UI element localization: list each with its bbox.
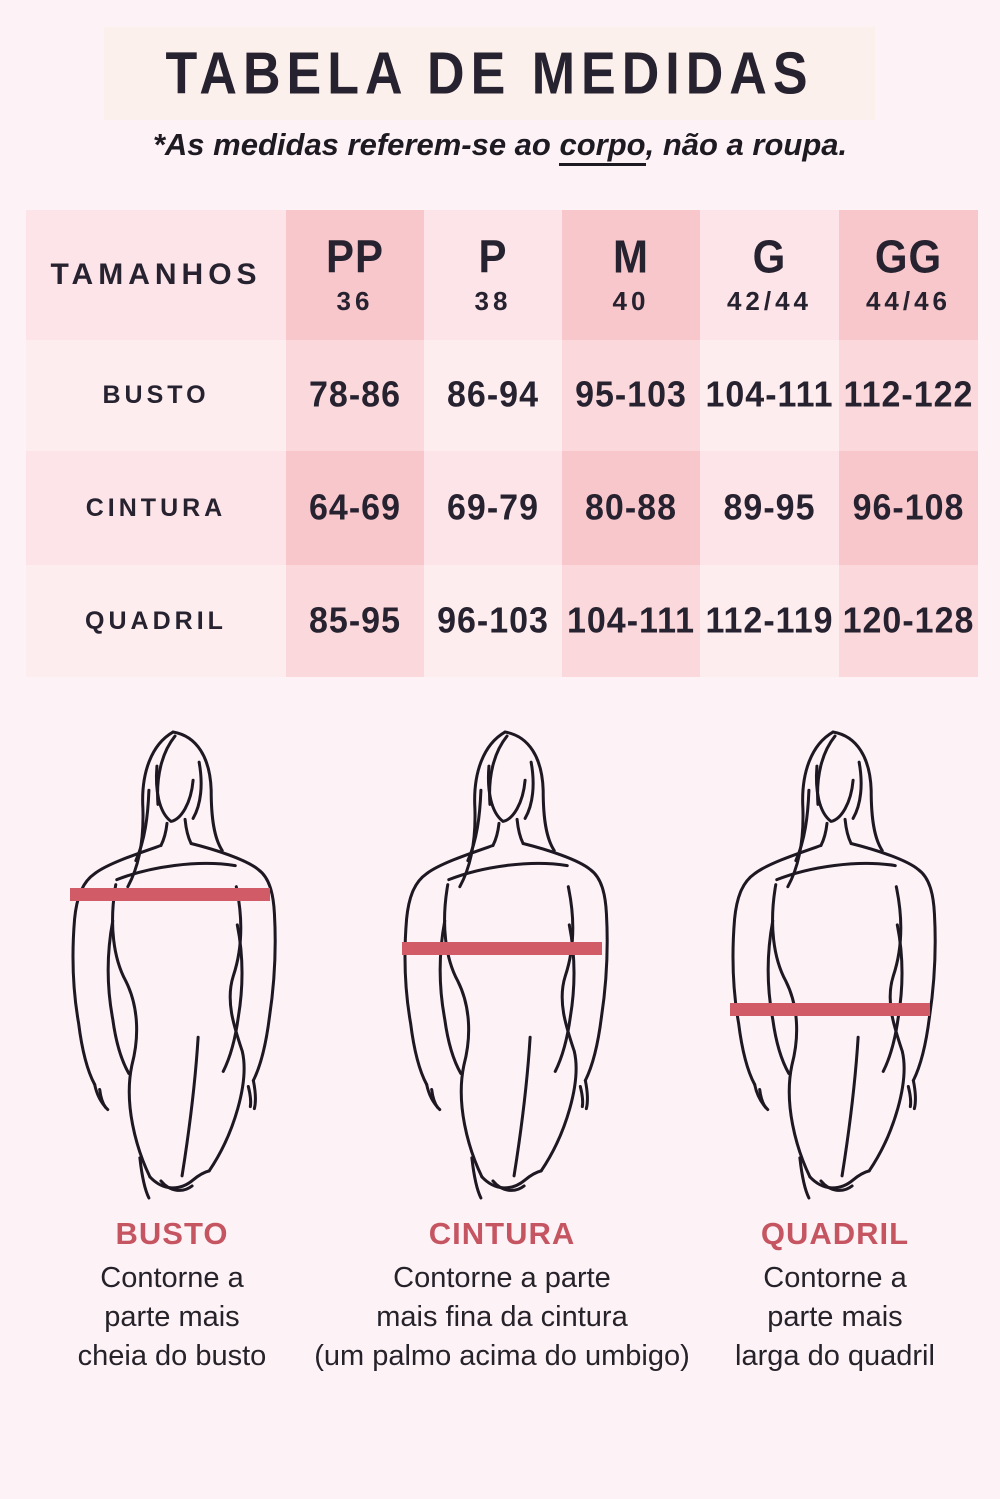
caption-cintura: CINTURA Contorne a parte mais fina da cint… xyxy=(295,1216,709,1376)
caption-line: Contorne a xyxy=(763,1262,907,1294)
size-value-cell-cintura-pp: 64-69 xyxy=(286,451,424,565)
size-number: 44/46 xyxy=(865,286,952,316)
measure-row-label-busto: BUSTO xyxy=(26,340,286,451)
size-range-value: 96-108 xyxy=(852,487,965,528)
woman-illustration xyxy=(48,726,292,1200)
size-number: 40 xyxy=(612,286,650,316)
size-col-header-p: P 38 xyxy=(424,210,562,340)
size-number: 36 xyxy=(336,286,374,316)
size-name: GG xyxy=(874,230,943,283)
size-number: 42/44 xyxy=(726,286,813,316)
size-range-value: 80-88 xyxy=(585,487,677,528)
size-value-cell-cintura-g: 89-95 xyxy=(700,451,839,565)
size-range-value: 120-128 xyxy=(842,600,975,641)
caption-line: mais fina da cintura xyxy=(376,1301,628,1333)
size-col-header-m: M 40 xyxy=(562,210,700,340)
size-range-value: 86-94 xyxy=(447,374,539,416)
size-range-value: 89-95 xyxy=(723,487,816,528)
caption-line: parte mais xyxy=(104,1301,240,1333)
size-value-cell-quadril-pp: 85-95 xyxy=(286,565,424,677)
note-prefix: *As medidas referem-se ao xyxy=(152,127,560,162)
size-range-value: 95-103 xyxy=(575,374,687,416)
size-range-value: 64-69 xyxy=(309,487,401,528)
size-number: 38 xyxy=(474,286,512,316)
caption-quadril: QUADRIL Contorne a parte mais larga do quad… xyxy=(682,1216,988,1376)
size-range-value: 112-119 xyxy=(705,600,834,641)
size-range-value: 104-111 xyxy=(705,374,834,416)
corner-label: TAMANHOS xyxy=(50,258,262,291)
size-col-header-gg: GG 44/46 xyxy=(839,210,978,340)
page-title: TABELA DE MEDIDAS xyxy=(165,40,814,107)
caption-line: parte mais xyxy=(767,1301,903,1333)
caption-line: larga do quadril xyxy=(735,1340,935,1372)
size-value-cell-busto-g: 104-111 xyxy=(700,340,839,451)
size-value-cell-busto-m: 95-103 xyxy=(562,340,700,451)
caption-title: CINTURA xyxy=(428,1216,576,1251)
size-value-cell-cintura-p: 69-79 xyxy=(424,451,562,565)
corner-header-cell: TAMANHOS xyxy=(26,210,286,340)
caption-title: BUSTO xyxy=(115,1216,229,1251)
caption-line: (um palmo acima do umbigo) xyxy=(314,1340,690,1372)
note-suffix: , não a roupa. xyxy=(645,127,848,162)
waist-measure-bar xyxy=(402,942,602,955)
figure-busto xyxy=(48,726,292,1200)
woman-illustration xyxy=(708,726,952,1200)
size-name: P xyxy=(478,230,508,283)
size-range-value: 104-111 xyxy=(566,600,696,641)
caption-line: cheia do busto xyxy=(77,1340,267,1372)
size-value-cell-busto-pp: 78-86 xyxy=(286,340,424,451)
measure-row-label-cintura: CINTURA xyxy=(26,451,286,565)
size-value-cell-quadril-gg: 120-128 xyxy=(839,565,978,677)
figure-cintura xyxy=(380,726,624,1200)
size-table: TAMANHOS PP 36 P 38 M 40 G 42/44 GG 44/46 BUSTO 78-8… xyxy=(26,210,978,677)
size-value-cell-busto-p: 86-94 xyxy=(424,340,562,451)
size-value-cell-quadril-g: 112-119 xyxy=(700,565,839,677)
size-name: PP xyxy=(325,230,385,283)
size-value-cell-quadril-p: 96-103 xyxy=(424,565,562,677)
caption-title: QUADRIL xyxy=(760,1216,910,1251)
size-range-value: 112-122 xyxy=(843,374,974,416)
size-range-value: 78-86 xyxy=(309,374,401,416)
size-range-value: 96-103 xyxy=(437,600,549,641)
bust-measure-bar xyxy=(70,888,270,901)
size-value-cell-quadril-m: 104-111 xyxy=(562,565,700,677)
title-banner: TABELA DE MEDIDAS xyxy=(104,27,875,120)
row-label: CINTURA xyxy=(85,493,227,522)
caption-line: Contorne a parte xyxy=(393,1262,611,1294)
note-underlined-word: corpo xyxy=(559,127,646,166)
size-col-header-pp: PP 36 xyxy=(286,210,424,340)
row-label: QUADRIL xyxy=(85,606,227,635)
hip-measure-bar xyxy=(730,1003,930,1016)
measurement-note: *As medidas referem-se ao corpo, não a r… xyxy=(0,127,1000,166)
size-value-cell-cintura-gg: 96-108 xyxy=(839,451,978,565)
size-value-cell-cintura-m: 80-88 xyxy=(562,451,700,565)
size-name: G xyxy=(752,230,787,283)
row-label: BUSTO xyxy=(102,381,210,409)
caption-line: Contorne a xyxy=(100,1262,244,1294)
size-value-cell-busto-gg: 112-122 xyxy=(839,340,978,451)
size-name: M xyxy=(613,230,649,283)
measure-row-label-quadril: QUADRIL xyxy=(26,565,286,677)
woman-illustration xyxy=(380,726,624,1200)
size-range-value: 85-95 xyxy=(309,600,401,641)
caption-busto: BUSTO Contorne a parte mais cheia do busto xyxy=(20,1216,324,1376)
figure-quadril xyxy=(708,726,952,1200)
size-col-header-g: G 42/44 xyxy=(700,210,839,340)
size-range-value: 69-79 xyxy=(447,487,539,528)
